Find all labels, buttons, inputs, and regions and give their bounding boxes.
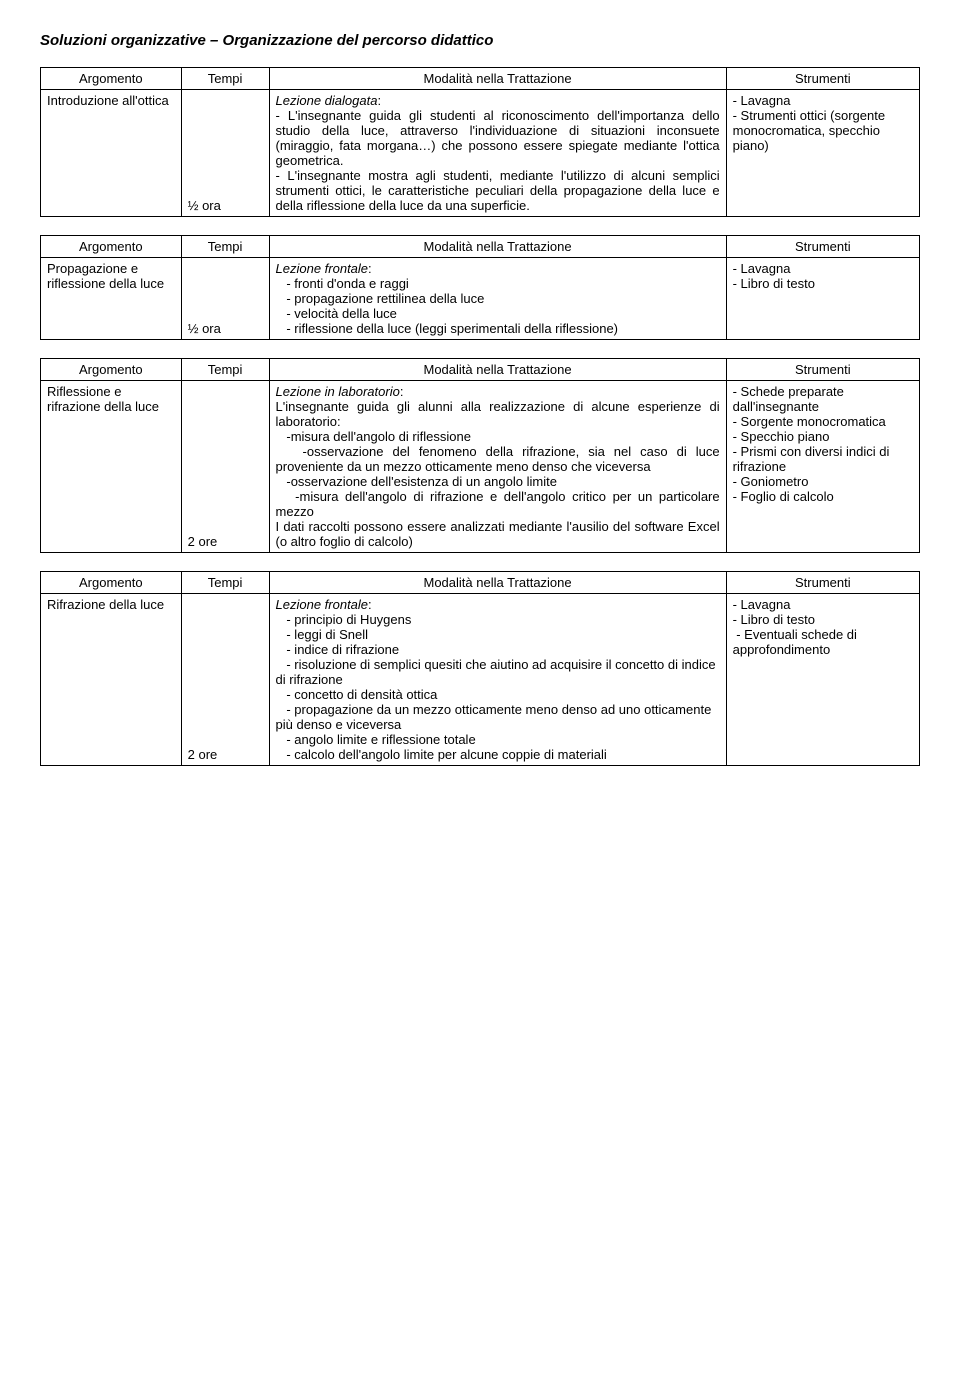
cell-modalita: Lezione dialogata: - L'insegnante guida …: [269, 90, 726, 217]
cell-tempi: ½ ora: [181, 90, 269, 217]
modalita-title: Lezione frontale: [276, 261, 369, 276]
col-strumenti: Strumenti: [726, 572, 919, 594]
table-header-row: Argomento Tempi Modalità nella Trattazio…: [41, 236, 920, 258]
cell-tempi: 2 ore: [181, 594, 269, 766]
cell-argomento: Rifrazione della luce: [41, 594, 182, 766]
modalita-body: : - L'insegnante guida gli studenti al r…: [276, 93, 724, 213]
col-argomento: Argomento: [41, 572, 182, 594]
col-modalita: Modalità nella Trattazione: [269, 236, 726, 258]
col-argomento: Argomento: [41, 359, 182, 381]
cell-argomento: Introduzione all'ottica: [41, 90, 182, 217]
lesson-table-2: Argomento Tempi Modalità nella Trattazio…: [40, 235, 920, 340]
col-argomento: Argomento: [41, 68, 182, 90]
cell-argomento: Riflessione e rifrazione della luce: [41, 381, 182, 553]
cell-modalita: Lezione in laboratorio: L'insegnante gui…: [269, 381, 726, 553]
cell-tempi: 2 ore: [181, 381, 269, 553]
col-tempi: Tempi: [181, 236, 269, 258]
col-strumenti: Strumenti: [726, 236, 919, 258]
col-strumenti: Strumenti: [726, 359, 919, 381]
section-title: Soluzioni organizzative – Organizzazione…: [40, 32, 920, 49]
cell-strumenti: - Lavagna - Libro di testo: [726, 258, 919, 340]
modalita-title: Lezione frontale: [276, 597, 369, 612]
modalita-title: Lezione dialogata: [276, 93, 378, 108]
table-header-row: Argomento Tempi Modalità nella Trattazio…: [41, 68, 920, 90]
lesson-table-1: Argomento Tempi Modalità nella Trattazio…: [40, 67, 920, 217]
col-tempi: Tempi: [181, 359, 269, 381]
table-row: Introduzione all'ottica ½ ora Lezione di…: [41, 90, 920, 217]
col-tempi: Tempi: [181, 68, 269, 90]
cell-modalita: Lezione frontale: - principio di Huygens…: [269, 594, 726, 766]
lesson-table-4: Argomento Tempi Modalità nella Trattazio…: [40, 571, 920, 766]
table-header-row: Argomento Tempi Modalità nella Trattazio…: [41, 572, 920, 594]
cell-strumenti: - Lavagna - Strumenti ottici (sorgente m…: [726, 90, 919, 217]
cell-modalita: Lezione frontale: - fronti d'onda e ragg…: [269, 258, 726, 340]
cell-strumenti: - Lavagna - Libro di testo - Eventuali s…: [726, 594, 919, 766]
table-header-row: Argomento Tempi Modalità nella Trattazio…: [41, 359, 920, 381]
col-tempi: Tempi: [181, 572, 269, 594]
col-modalita: Modalità nella Trattazione: [269, 572, 726, 594]
col-modalita: Modalità nella Trattazione: [269, 359, 726, 381]
modalita-title: Lezione in laboratorio: [276, 384, 400, 399]
col-modalita: Modalità nella Trattazione: [269, 68, 726, 90]
modalita-body: : - principio di Huygens - leggi di Snel…: [276, 597, 720, 762]
lesson-table-3: Argomento Tempi Modalità nella Trattazio…: [40, 358, 920, 553]
table-row: Riflessione e rifrazione della luce 2 or…: [41, 381, 920, 553]
cell-strumenti: - Schede preparate dall'insegnante - Sor…: [726, 381, 919, 553]
cell-tempi: ½ ora: [181, 258, 269, 340]
table-row: Propagazione e riflessione della luce ½ …: [41, 258, 920, 340]
modalita-body: : L'insegnante guida gli alunni alla rea…: [276, 384, 724, 549]
col-strumenti: Strumenti: [726, 68, 919, 90]
table-row: Rifrazione della luce 2 ore Lezione fron…: [41, 594, 920, 766]
col-argomento: Argomento: [41, 236, 182, 258]
cell-argomento: Propagazione e riflessione della luce: [41, 258, 182, 340]
